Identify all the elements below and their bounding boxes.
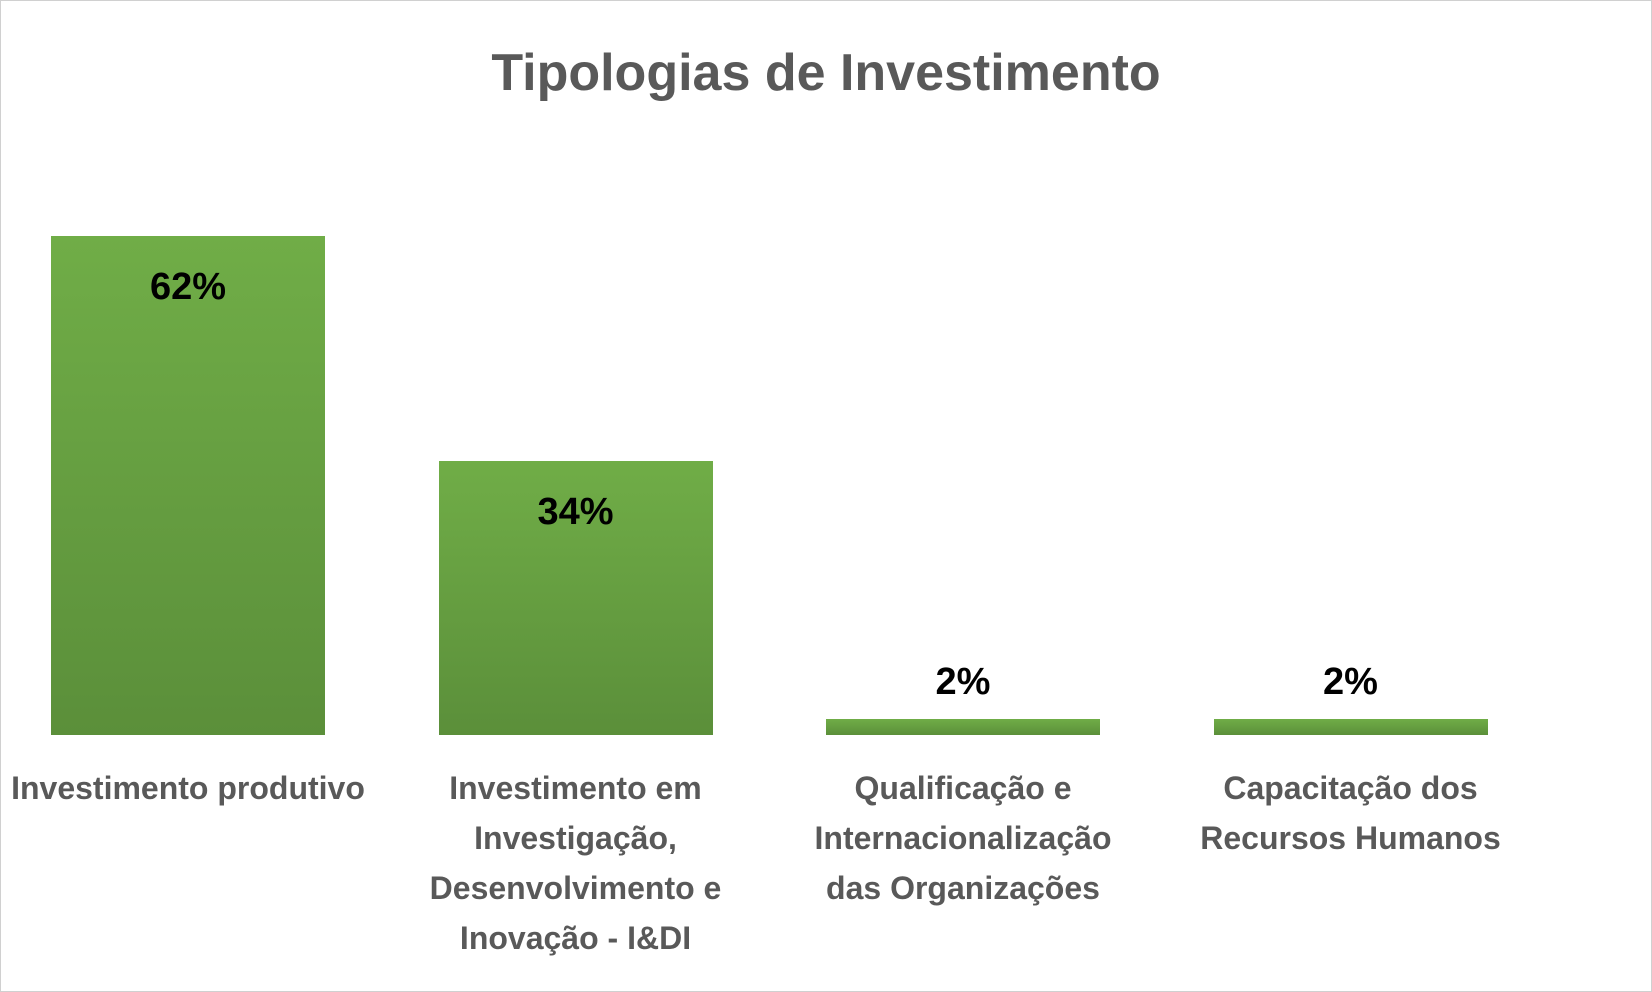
data-label: 34%: [537, 491, 614, 534]
x-tick-label: Investimento produtivo: [11, 770, 365, 806]
chart-title: Tipologias de Investimento: [491, 44, 1161, 102]
x-tick-label: Capacitação dos Recursos Humanos: [1200, 770, 1501, 856]
bar: [438, 461, 713, 735]
x-tick-label: Investimento em Investigação, Desenvolvi…: [429, 770, 722, 956]
data-label: 2%: [935, 660, 991, 703]
bar: [51, 235, 325, 735]
data-label: 62%: [149, 265, 227, 308]
bar: [1213, 718, 1488, 735]
x-tick-label: Qualificação e Internacionalização das O…: [814, 770, 1112, 906]
bar: [826, 718, 1100, 735]
data-label: 2%: [1323, 660, 1378, 703]
